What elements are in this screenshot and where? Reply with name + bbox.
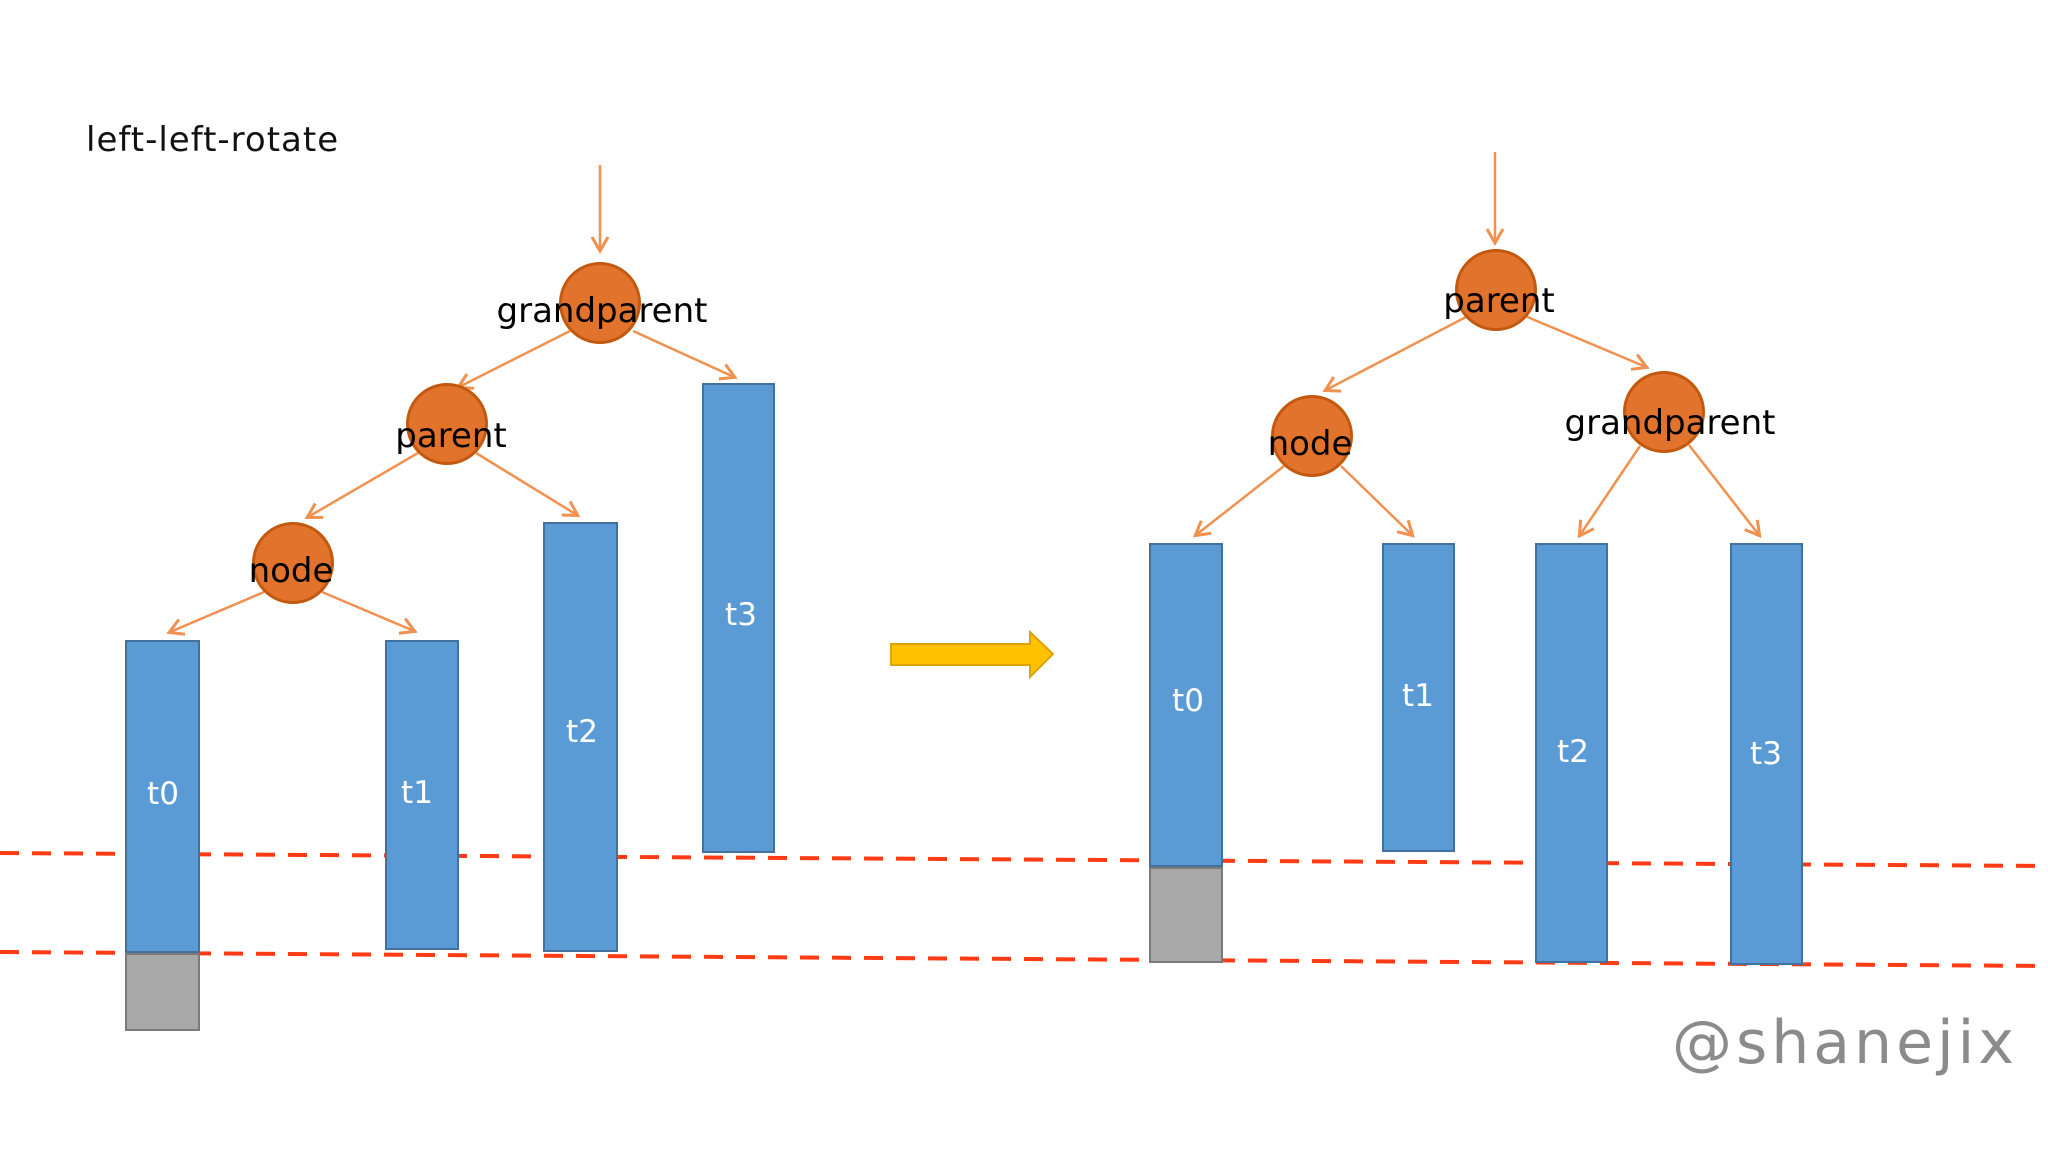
node-circle-node-before [252,522,334,604]
edge-parent-t2-before [475,451,577,515]
edge-node-t0-before [170,590,265,632]
edge-parent-node-before [308,451,419,517]
subtree-label-t1-before: t1 [401,775,433,811]
node-circle-grandparent-after [1623,371,1705,453]
edge-grandparent-parent-before [459,329,571,387]
imbalance-block-before [125,953,200,1031]
node-circle-node-after [1271,395,1353,477]
subtree-bar-t3-after [1730,543,1803,965]
node-circle-parent-before [406,383,488,465]
edge-grandparent-t2-after [1580,445,1642,535]
node-label-parent-after: parent [1443,281,1555,321]
edge-node-t0-after [1196,465,1285,535]
node-label-grandparent-before: grandparent [496,291,708,331]
node-circle-grandparent-before [559,262,641,344]
node-label-parent-before: parent [395,416,507,456]
subtree-bar-t0-before [125,640,200,953]
transform-arrow [890,629,1055,680]
subtree-bar-t2-before [543,522,618,952]
node-circle-parent-after [1455,249,1537,331]
subtree-label-t2-after: t2 [1557,734,1589,770]
subtree-label-t2-before: t2 [566,714,598,750]
subtree-label-t3-after: t3 [1750,736,1782,772]
subtree-label-t0-after: t0 [1172,683,1204,719]
edge-grandparent-t3-before [632,329,734,377]
edge-node-t1-after [1340,465,1412,535]
edge-node-t1-before [321,590,414,631]
subtree-bar-t0-after [1149,543,1223,867]
subtree-bar-t3-before [702,383,775,853]
watermark: @shanejix [1672,1008,2018,1078]
subtree-label-t1-after: t1 [1402,678,1434,714]
edge-parent-grandparent-after [1524,314,1646,367]
subtree-bar-t1-before [385,640,459,950]
edge-parent-node-after [1326,315,1467,390]
node-label-grandparent-after: grandparent [1564,403,1776,443]
diagram-title: left-left-rotate [86,120,340,160]
subtree-bar-t1-after [1382,543,1455,852]
subtree-label-t3-before: t3 [725,597,757,633]
edge-grandparent-t3-after [1688,444,1759,535]
subtree-label-t0-before: t0 [147,776,179,812]
node-label-node-after: node [1267,424,1353,464]
subtree-bar-t2-after [1535,543,1608,963]
node-label-node-before: node [248,551,334,591]
imbalance-block-after [1149,867,1223,963]
